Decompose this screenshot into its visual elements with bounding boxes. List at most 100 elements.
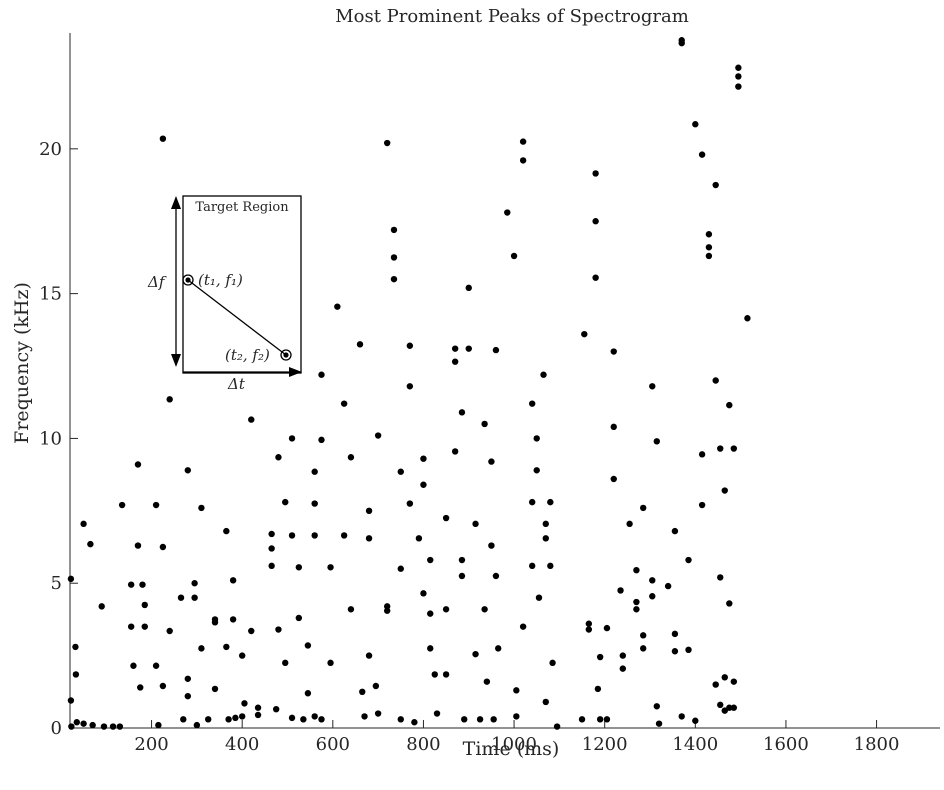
data-point <box>653 438 660 445</box>
data-point <box>721 487 728 494</box>
data-point <box>159 543 167 551</box>
data-point <box>442 671 450 678</box>
data-point <box>238 713 246 720</box>
data-point <box>225 716 232 723</box>
data-point <box>159 682 167 690</box>
data-point <box>472 650 479 658</box>
y-tick-label: 20 <box>39 139 62 160</box>
data-point <box>365 652 373 659</box>
data-point <box>465 284 472 292</box>
data-point <box>528 498 536 506</box>
data-point <box>721 674 728 681</box>
y-tick-label: 15 <box>39 284 62 305</box>
data-point <box>272 705 280 713</box>
data-point <box>229 616 237 623</box>
data-point <box>80 720 87 727</box>
data-point <box>223 527 230 535</box>
data-point <box>492 346 500 354</box>
data-point <box>67 575 75 583</box>
peak-2-label: (t₂, f₂) <box>225 346 270 364</box>
data-point <box>671 527 679 535</box>
data-point <box>420 481 427 488</box>
data-point <box>340 400 348 407</box>
data-point <box>288 714 296 722</box>
data-point <box>390 226 398 234</box>
data-point <box>295 614 303 622</box>
data-point <box>268 530 275 538</box>
x-tick-label: 1000 <box>491 734 537 755</box>
x-tick-label: 400 <box>225 734 259 755</box>
data-point <box>465 345 472 352</box>
data-point <box>633 598 640 606</box>
data-point <box>365 507 373 515</box>
data-point <box>451 358 459 365</box>
x-tick-label: 800 <box>406 734 440 755</box>
data-point <box>288 532 296 539</box>
data-point <box>458 572 466 580</box>
data-point <box>295 564 303 571</box>
data-point <box>519 138 527 145</box>
data-point <box>152 662 160 669</box>
data-point <box>232 714 239 722</box>
data-point <box>540 371 547 378</box>
data-point <box>406 342 414 349</box>
data-point <box>374 432 382 439</box>
data-point <box>685 556 692 564</box>
data-point <box>415 535 423 542</box>
data-point <box>427 556 434 564</box>
data-point <box>166 396 173 403</box>
x-ticks: 200 400 600 800 1000 1200 1400 1600 1800 <box>134 720 899 755</box>
x-tick-label: 600 <box>316 734 350 755</box>
data-point <box>533 435 540 442</box>
data-point <box>311 500 318 507</box>
axes <box>69 33 940 729</box>
data-point <box>610 348 617 355</box>
data-point <box>356 341 364 348</box>
data-point <box>653 703 660 710</box>
data-point <box>268 545 275 552</box>
data-point <box>640 632 647 639</box>
delta-t-arrow-head <box>289 367 302 377</box>
data-point <box>134 542 142 549</box>
data-point <box>671 630 679 638</box>
data-point <box>649 593 656 600</box>
x-tick-label: 200 <box>134 734 168 755</box>
data-point <box>581 330 588 338</box>
data-point <box>472 520 479 528</box>
data-point <box>327 659 334 667</box>
data-points <box>67 37 751 730</box>
data-point <box>98 603 105 610</box>
data-point <box>180 716 187 723</box>
data-point <box>365 535 373 542</box>
data-point <box>451 345 459 352</box>
y-tick-label: 5 <box>51 573 62 594</box>
data-point <box>481 420 488 428</box>
data-point <box>726 704 733 711</box>
data-point <box>198 645 205 652</box>
data-point <box>137 684 144 691</box>
data-point <box>238 652 246 659</box>
data-point <box>184 467 192 474</box>
data-point <box>726 600 733 607</box>
data-point <box>116 723 124 730</box>
peak-2-dot <box>283 352 289 358</box>
data-point <box>374 710 382 717</box>
data-point <box>528 562 536 570</box>
data-point <box>72 643 79 651</box>
data-point <box>383 607 391 614</box>
target-region-box <box>182 195 302 374</box>
data-point <box>513 713 520 720</box>
data-point <box>390 275 398 283</box>
data-point <box>585 626 593 633</box>
data-point <box>619 652 627 659</box>
data-point <box>152 501 160 509</box>
data-point <box>481 606 488 613</box>
data-point <box>655 720 663 727</box>
data-point <box>211 619 219 626</box>
data-point <box>109 723 117 730</box>
data-point <box>73 719 80 726</box>
data-point <box>248 627 255 635</box>
data-point <box>184 675 192 682</box>
data-point <box>535 594 543 601</box>
data-point <box>72 671 80 678</box>
